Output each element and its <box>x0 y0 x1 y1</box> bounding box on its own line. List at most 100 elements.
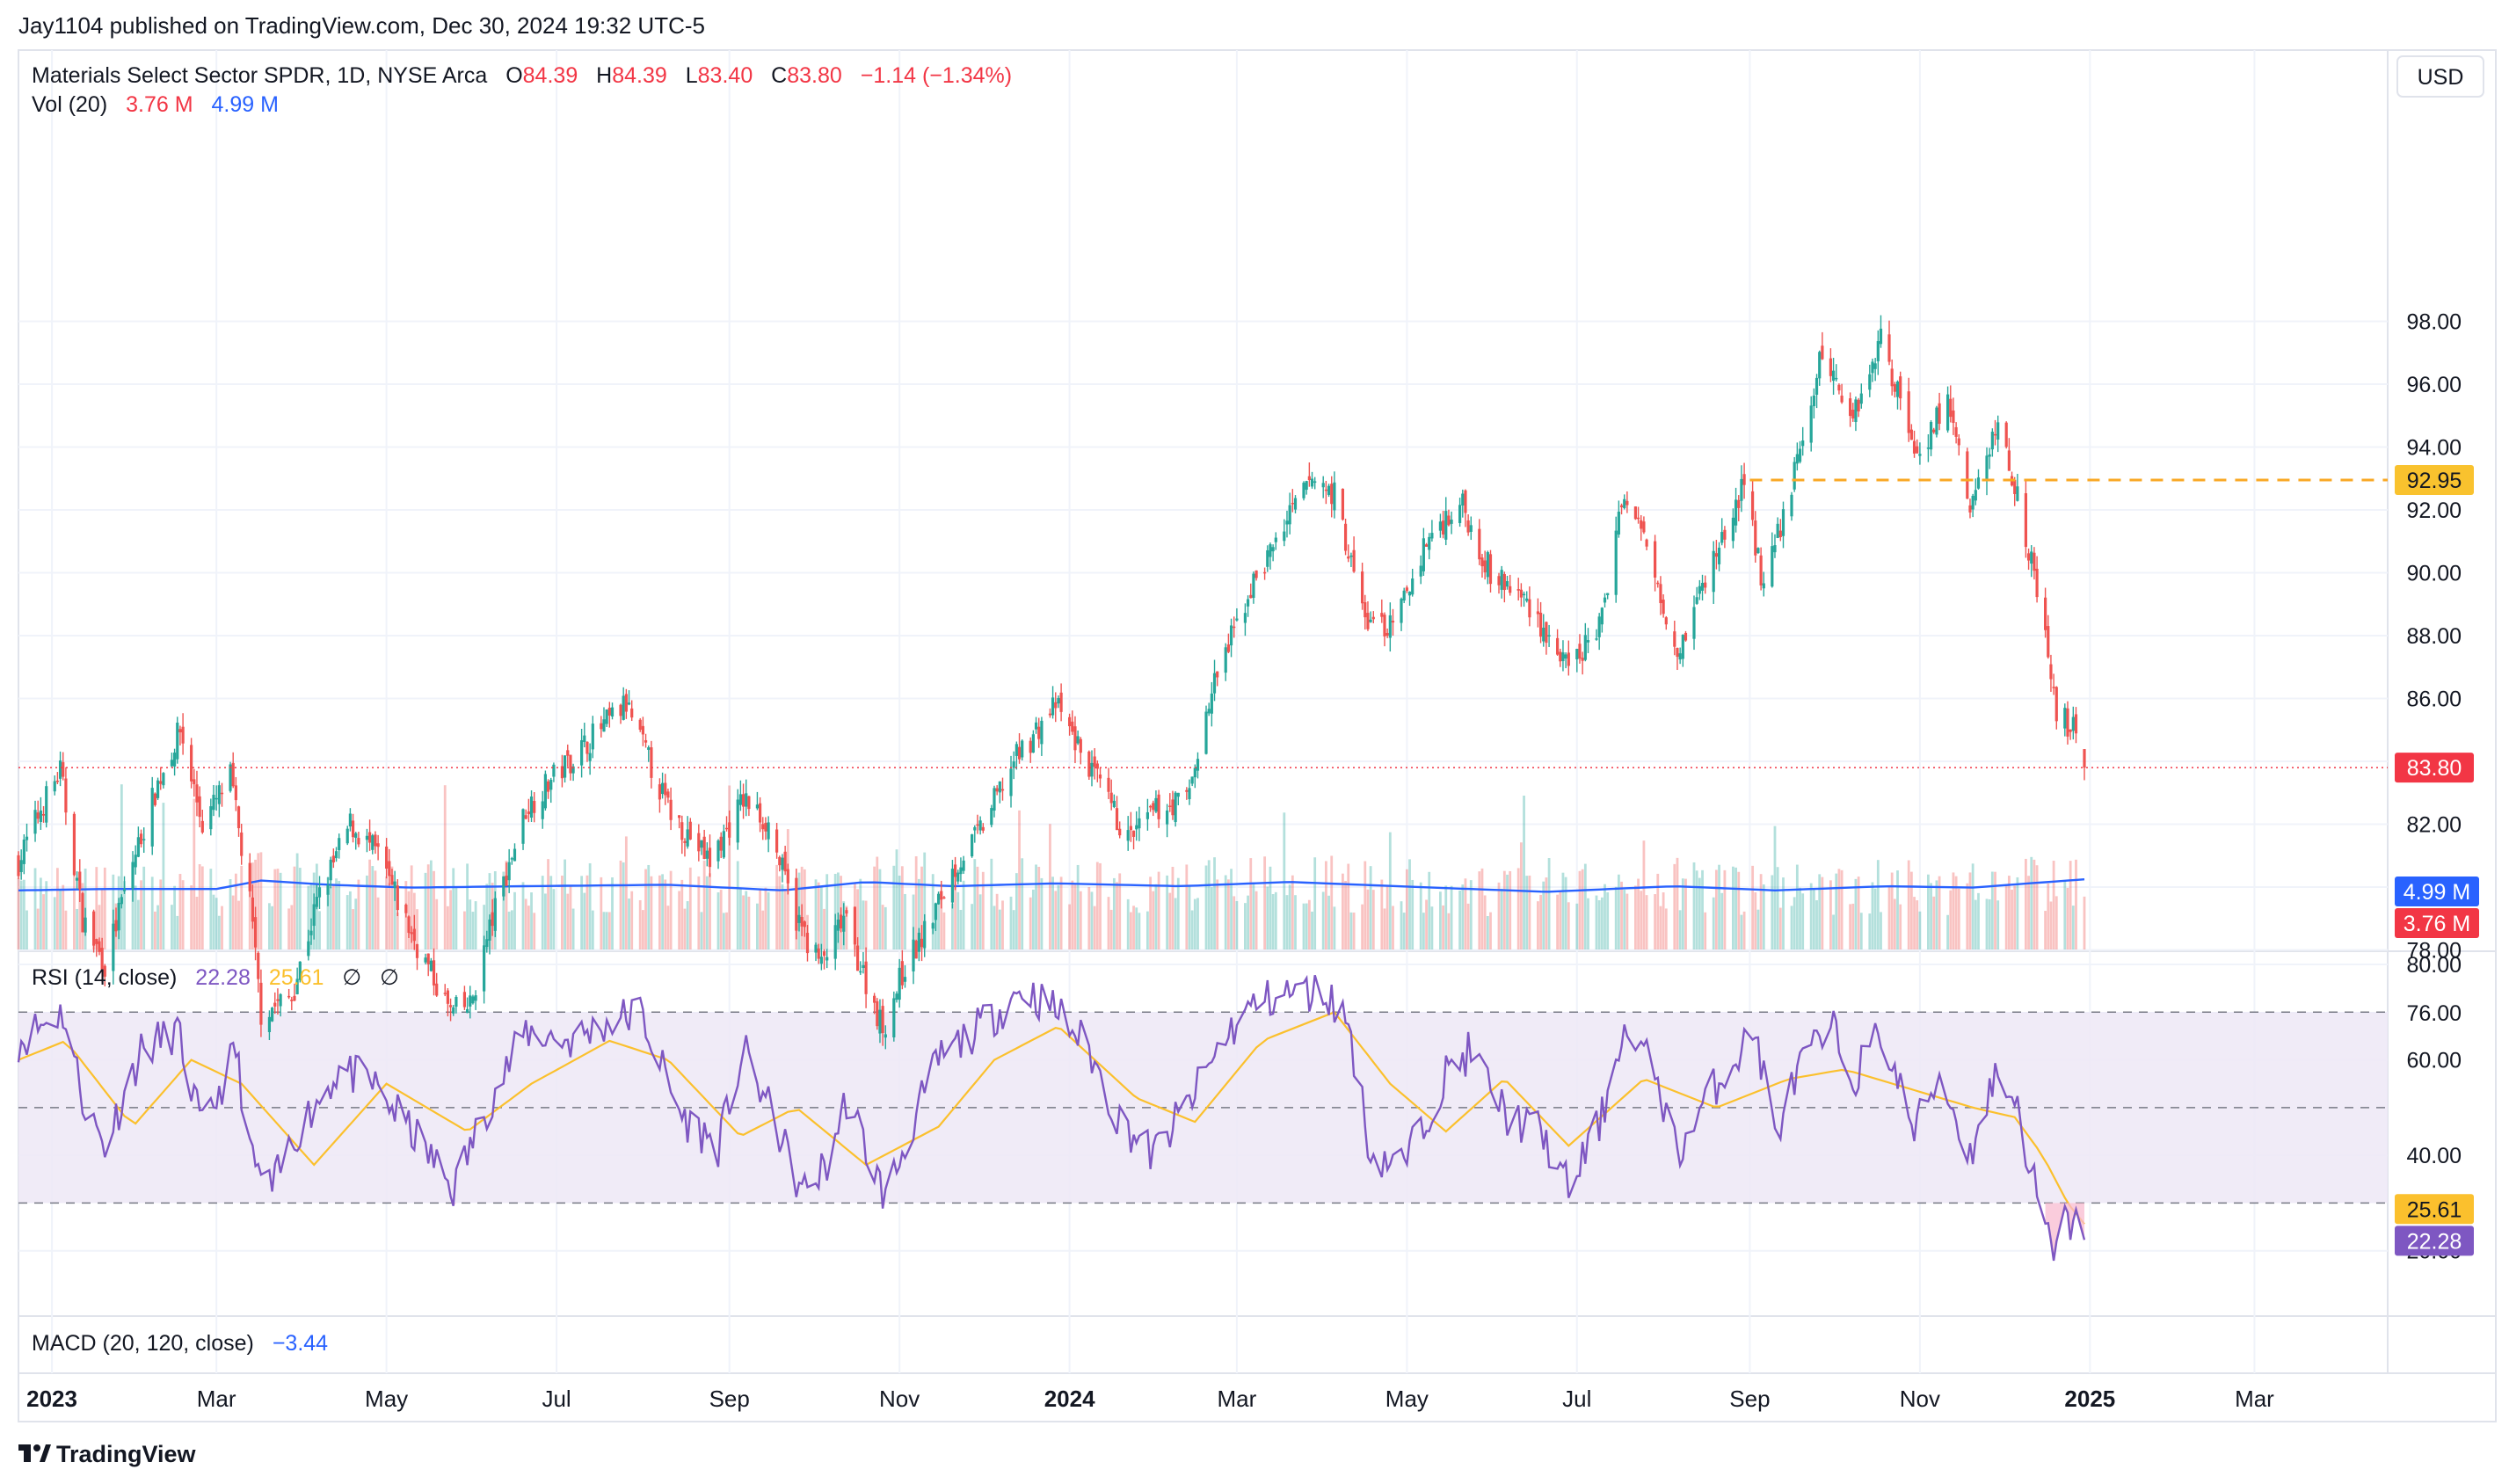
candle-body <box>1954 426 1958 437</box>
volume-bar <box>1723 869 1727 949</box>
macd-legend[interactable]: MACD (20, 120, close) −3.44 <box>32 1331 328 1356</box>
candle-body <box>1873 363 1877 369</box>
candle-body <box>412 928 416 942</box>
volume-bar <box>1193 898 1196 949</box>
candle-body <box>1586 640 1590 643</box>
volume-bar <box>759 889 761 949</box>
candle-body <box>1835 377 1838 380</box>
rsi-legend[interactable]: RSI (14, close) 22.28 25.61 ∅ ∅ <box>32 965 399 990</box>
candle-body <box>1305 481 1308 491</box>
candle-body <box>533 801 536 813</box>
candle-body <box>1809 405 1813 443</box>
candle-body <box>393 881 396 888</box>
volume-bar <box>1559 891 1562 949</box>
svg-text:92.95: 92.95 <box>2407 469 2462 493</box>
candle-body <box>1400 599 1403 623</box>
candle-body <box>326 884 330 895</box>
volume-bar <box>725 912 728 949</box>
volume-bar <box>628 898 630 949</box>
volume-bar <box>326 877 330 949</box>
volume-bar <box>1600 897 1604 949</box>
volume-bar <box>580 876 584 949</box>
volume-bar <box>1854 878 1858 949</box>
volume-bar <box>904 893 906 949</box>
vol-tag: 3.76 M <box>2395 908 2479 938</box>
candle-body <box>1079 738 1082 753</box>
candle-body <box>1603 597 1607 603</box>
last-price-tag: 83.80 <box>2395 753 2474 783</box>
candle-body <box>1778 530 1782 538</box>
volume-bar <box>607 912 611 949</box>
candle-body <box>1478 528 1481 560</box>
volume-bar <box>178 874 182 949</box>
candle-body <box>607 707 611 716</box>
volume-bar <box>1662 892 1665 949</box>
candle-body <box>1614 530 1618 595</box>
candle-body <box>1859 393 1863 404</box>
volume-bar <box>923 852 927 949</box>
volume-bar <box>1692 862 1696 949</box>
volume-bar <box>1938 876 1941 949</box>
volume-bar <box>1051 877 1054 949</box>
volume-bar <box>452 868 455 949</box>
candle-body <box>1246 599 1250 607</box>
volume-bar <box>1040 877 1044 949</box>
candle-body <box>162 773 165 786</box>
volume-bar <box>845 906 848 949</box>
candle-body <box>1145 811 1150 819</box>
volume-bar <box>298 868 302 949</box>
main-legend[interactable]: Materials Select Sector SPDR, 1D, NYSE A… <box>32 63 1012 88</box>
candle-body <box>1505 581 1509 587</box>
candle-body <box>312 904 316 927</box>
candle-body <box>317 887 322 898</box>
candle-body <box>298 961 302 980</box>
candle-body <box>878 1009 882 1034</box>
volume-bar <box>474 901 477 949</box>
candle-body <box>529 797 534 818</box>
volume-bar <box>1988 898 1991 949</box>
candle-body <box>1157 794 1160 819</box>
candle-body <box>1829 358 1833 376</box>
time-tick-label: 2025 <box>2064 1386 2115 1412</box>
volume-bar <box>396 912 399 949</box>
volume-legend[interactable]: Vol (20) 3.76 M 4.99 M <box>32 92 279 117</box>
volume-bar <box>1015 873 1018 949</box>
volume-bar <box>483 905 486 949</box>
currency-button[interactable]: USD <box>2396 55 2484 98</box>
volume-bar <box>1519 842 1523 949</box>
time-tick-label: Mar <box>1218 1386 1257 1412</box>
volume-bar <box>1171 866 1175 949</box>
volume-ma-line <box>18 878 2085 893</box>
candle-body <box>2074 714 2078 734</box>
volume-bar <box>1012 910 1015 949</box>
volume-bar <box>1099 862 1102 949</box>
volume-bar <box>647 864 651 949</box>
volume-bar <box>686 901 689 949</box>
candlesticks[interactable] <box>17 315 2086 1050</box>
candle-body <box>1556 637 1560 655</box>
candle-body <box>761 824 765 830</box>
candle-body <box>1990 432 1994 450</box>
volume-bar <box>1893 898 1896 949</box>
candle-body <box>1831 370 1836 382</box>
candle-body <box>638 719 642 731</box>
volume-bar <box>156 905 159 949</box>
candle-body <box>1932 429 1936 433</box>
candle-body <box>931 923 935 929</box>
candle-body <box>1031 734 1035 753</box>
volume-bar <box>561 875 564 949</box>
svg-text:25.61: 25.61 <box>2407 1197 2462 1222</box>
candle-body <box>1176 792 1180 797</box>
candle-body <box>72 813 76 876</box>
candle-body <box>1971 496 1974 510</box>
candle-body <box>1015 744 1018 756</box>
volume-bar <box>273 869 277 949</box>
candle-body <box>251 897 254 922</box>
volume-bar <box>1985 898 1989 949</box>
candle-body <box>541 801 544 819</box>
volume-bar <box>1782 877 1785 949</box>
candle-body <box>1274 537 1277 542</box>
tradingview-logo[interactable]: TradingView <box>18 1441 197 1467</box>
candle-body <box>758 803 762 823</box>
time-axis[interactable]: 2023 Mar May Jul Sep Nov 2024 Mar May Jul Sep Nov 20… <box>26 1386 2274 1412</box>
